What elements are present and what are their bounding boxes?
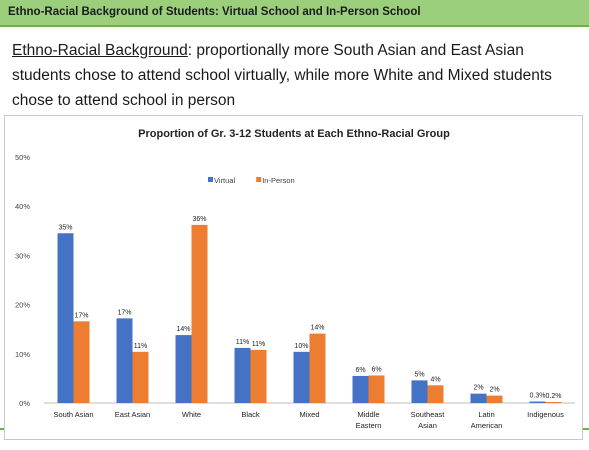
data-label-in-person: 6%: [371, 366, 381, 373]
bar-virtual: [352, 375, 369, 403]
bar-virtual: [529, 401, 546, 403]
bar-virtual: [57, 233, 74, 403]
y-tick-label: 50%: [15, 153, 30, 162]
data-label-virtual: 6%: [355, 367, 365, 374]
left-divider-stub: [0, 428, 6, 430]
bar-in-person: [191, 224, 208, 403]
data-label-virtual: 5%: [414, 371, 424, 378]
legend-swatch-virtual: [208, 177, 213, 182]
y-tick-label: 20%: [15, 301, 30, 310]
category-label: White: [182, 410, 201, 419]
chart-title: Proportion of Gr. 3-12 Students at Each …: [138, 128, 450, 140]
bar-virtual: [175, 335, 192, 403]
y-tick-label: 30%: [15, 251, 30, 260]
data-label-virtual: 35%: [58, 224, 72, 231]
data-label-virtual: 11%: [236, 339, 250, 346]
bar-in-person: [132, 351, 149, 403]
data-label-in-person: 11%: [252, 341, 266, 348]
category-label: Middle: [357, 410, 379, 419]
bar-in-person: [545, 402, 562, 403]
intro-key-phrase: Ethno-Racial Background: [12, 42, 188, 59]
data-label-in-person: 2%: [489, 387, 499, 394]
bar-in-person: [250, 349, 267, 403]
category-label: Southeast: [411, 410, 446, 419]
bar-virtual: [293, 351, 310, 403]
category-label: Mixed: [299, 410, 319, 419]
intro-description: : proportionally more South Asian and Ea…: [12, 42, 552, 109]
bar-in-person: [309, 333, 326, 403]
category-label: South Asian: [53, 410, 93, 419]
right-divider-stub: [583, 428, 589, 430]
category-label: Latin: [478, 410, 494, 419]
category-label: American: [471, 421, 503, 430]
category-label: Black: [241, 410, 260, 419]
bar-virtual: [470, 393, 487, 403]
category-labels: South Asian East Asian White Black Mixed Midd…: [53, 410, 564, 430]
data-label-in-person: 36%: [192, 216, 206, 223]
category-label: Indigenous: [527, 410, 564, 419]
legend-swatch-in-person: [256, 177, 262, 182]
category-label: Asian: [418, 421, 437, 430]
legend-label: In-Person: [262, 176, 295, 185]
bar-virtual: [234, 347, 251, 403]
bar-in-person: [427, 385, 444, 403]
chart-legend: Virtual In-Person: [208, 176, 295, 185]
data-label-virtual: 17%: [117, 309, 131, 316]
bar-virtual: [411, 380, 428, 403]
legend-label: Virtual: [214, 176, 235, 185]
title-banner: Ethno-Racial Background of Students: Vir…: [0, 0, 589, 27]
bar-in-person: [486, 395, 503, 403]
data-label-in-person: 0.2%: [546, 393, 562, 400]
category-label: East Asian: [115, 410, 150, 419]
y-tick-label: 0%: [19, 399, 30, 408]
data-label-virtual: 10%: [294, 343, 308, 350]
data-label-in-person: 11%: [134, 343, 148, 350]
bar-in-person: [368, 375, 385, 403]
data-label-in-person: 14%: [310, 325, 324, 332]
y-tick-label: 40%: [15, 202, 30, 211]
data-label-virtual: 2%: [473, 385, 483, 392]
data-label-virtual: 14%: [176, 326, 190, 333]
y-tick-label: 10%: [15, 350, 30, 359]
intro-text: Ethno-Racial Background: proportionally …: [12, 38, 582, 113]
bar-series: 35%17% 17%11%14%36%11% 11% 10%14%6% 6%5%4%2%…: [57, 216, 562, 403]
data-label-in-person: 17%: [74, 312, 88, 319]
bar-in-person: [73, 321, 90, 403]
category-label: Eastern: [356, 421, 382, 430]
data-label-virtual: 0.3%: [530, 393, 546, 400]
banner-title: Ethno-Racial Background of Students: Vir…: [8, 6, 421, 18]
bar-virtual: [116, 318, 133, 403]
data-label-in-person: 4%: [430, 376, 440, 383]
